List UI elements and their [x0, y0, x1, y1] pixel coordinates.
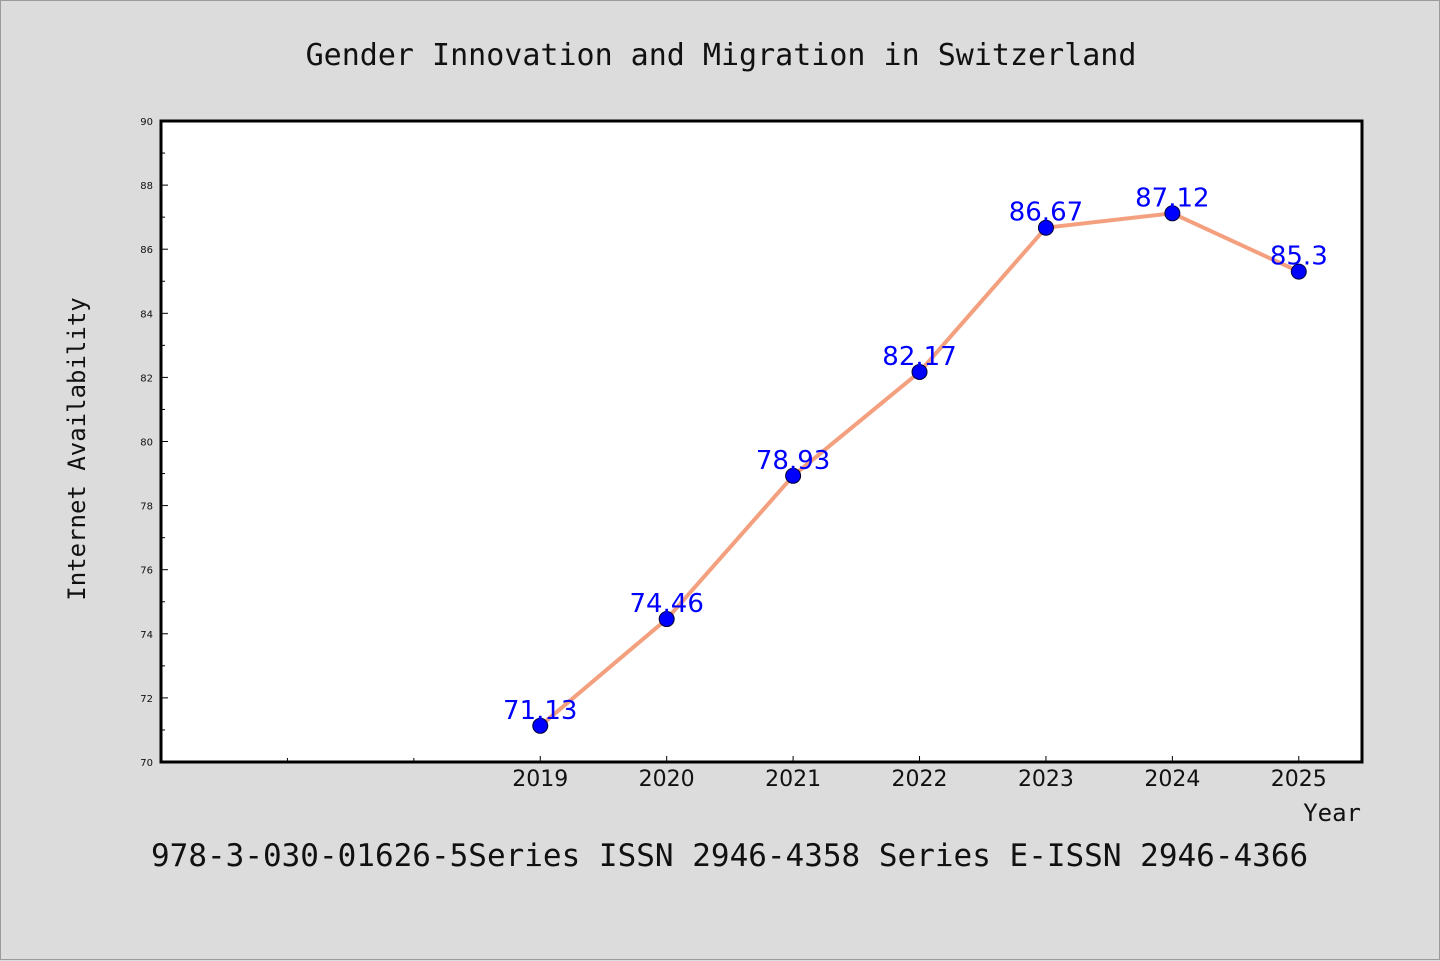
data-point [532, 717, 549, 734]
y-tick-label: 88 [140, 181, 153, 192]
y-tick-label: 82 [140, 373, 153, 384]
data-label: 86.67 [1009, 198, 1083, 228]
y-tick-label: 80 [140, 438, 153, 449]
series-layer [532, 205, 1307, 734]
x-tick-label: 2021 [765, 767, 821, 792]
y-tick-label: 86 [140, 245, 153, 256]
data-label: 85.3 [1270, 242, 1328, 272]
data-label: 71.13 [503, 696, 577, 726]
y-tick-label: 90 [140, 117, 153, 128]
data-point [1290, 263, 1307, 280]
data-point [785, 467, 802, 484]
data-label: 82.17 [882, 342, 956, 372]
x-tick-label: 2019 [512, 767, 568, 792]
data-label: 87.12 [1135, 183, 1209, 213]
x-tick-label: 2025 [1271, 767, 1327, 792]
x-tick-label: 2020 [639, 767, 695, 792]
data-point [658, 611, 675, 628]
data-point [1037, 219, 1054, 236]
y-tick-label: 76 [140, 566, 153, 577]
y-axis-label: Internet Availability [63, 297, 91, 600]
plot-area [159, 119, 1364, 764]
y-tick-label: 78 [140, 502, 153, 513]
y-tick-label: 84 [140, 309, 153, 320]
footer-isbn-issn: 978-3-030-01626-5Series ISSN 2946-4358 S… [151, 838, 1308, 874]
x-axis-label: Year [1303, 799, 1361, 827]
x-tick-label: 2022 [892, 767, 948, 792]
data-label: 78.93 [756, 446, 830, 476]
data-point [1164, 205, 1181, 222]
y-tick-label: 70 [140, 758, 153, 769]
data-label-layer: 71.13 74.46 78.93 82.17 86.67 87.12 85.3 [503, 183, 1328, 725]
x-tick-label: 2024 [1144, 767, 1200, 792]
y-tick-label: 72 [140, 694, 153, 705]
data-point [911, 363, 928, 380]
y-tick-label: 74 [140, 630, 153, 641]
chart-title: Gender Innovation and Migration in Switz… [306, 38, 1137, 73]
axis-layer: 70 72 74 76 78 80 82 84 86 88 90 2019 2020 2021 2022 20… [140, 117, 1327, 792]
x-tick-label: 2023 [1018, 767, 1074, 792]
data-label: 74.46 [629, 589, 703, 619]
